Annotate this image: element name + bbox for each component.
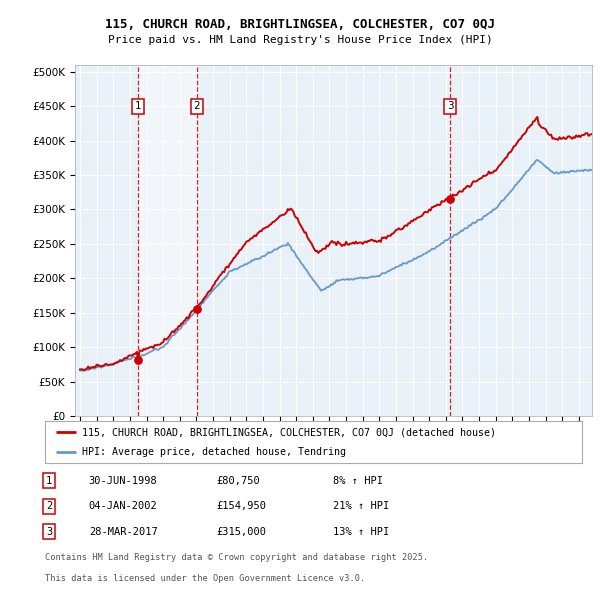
Text: £154,950: £154,950: [216, 502, 266, 511]
Bar: [138, 65, 197, 416]
Text: £80,750: £80,750: [216, 476, 260, 486]
Point: [133, 356, 143, 365]
Text: 115, CHURCH ROAD, BRIGHTLINGSEA, COLCHESTER, CO7 0QJ (detached house): 115, CHURCH ROAD, BRIGHTLINGSEA, COLCHES…: [82, 427, 496, 437]
Text: 1: 1: [46, 476, 52, 486]
Text: 04-JAN-2002: 04-JAN-2002: [89, 502, 158, 511]
Text: 21% ↑ HPI: 21% ↑ HPI: [333, 502, 389, 511]
Text: 2: 2: [46, 502, 52, 511]
Text: £315,000: £315,000: [216, 527, 266, 536]
Text: 2: 2: [194, 101, 200, 111]
Text: 28-MAR-2017: 28-MAR-2017: [89, 527, 158, 536]
Text: 30-JUN-1998: 30-JUN-1998: [89, 476, 158, 486]
Text: Contains HM Land Registry data © Crown copyright and database right 2025.: Contains HM Land Registry data © Crown c…: [45, 553, 428, 562]
Text: HPI: Average price, detached house, Tendring: HPI: Average price, detached house, Tend…: [82, 447, 346, 457]
Point: [192, 304, 202, 314]
Text: 3: 3: [446, 101, 454, 111]
Text: 1: 1: [135, 101, 142, 111]
Text: 115, CHURCH ROAD, BRIGHTLINGSEA, COLCHESTER, CO7 0QJ: 115, CHURCH ROAD, BRIGHTLINGSEA, COLCHES…: [105, 18, 495, 31]
Text: This data is licensed under the Open Government Licence v3.0.: This data is licensed under the Open Gov…: [45, 574, 365, 583]
Text: Price paid vs. HM Land Registry's House Price Index (HPI): Price paid vs. HM Land Registry's House …: [107, 35, 493, 45]
Text: 3: 3: [46, 527, 52, 536]
Text: 8% ↑ HPI: 8% ↑ HPI: [333, 476, 383, 486]
Point: [445, 195, 455, 204]
Text: 13% ↑ HPI: 13% ↑ HPI: [333, 527, 389, 536]
